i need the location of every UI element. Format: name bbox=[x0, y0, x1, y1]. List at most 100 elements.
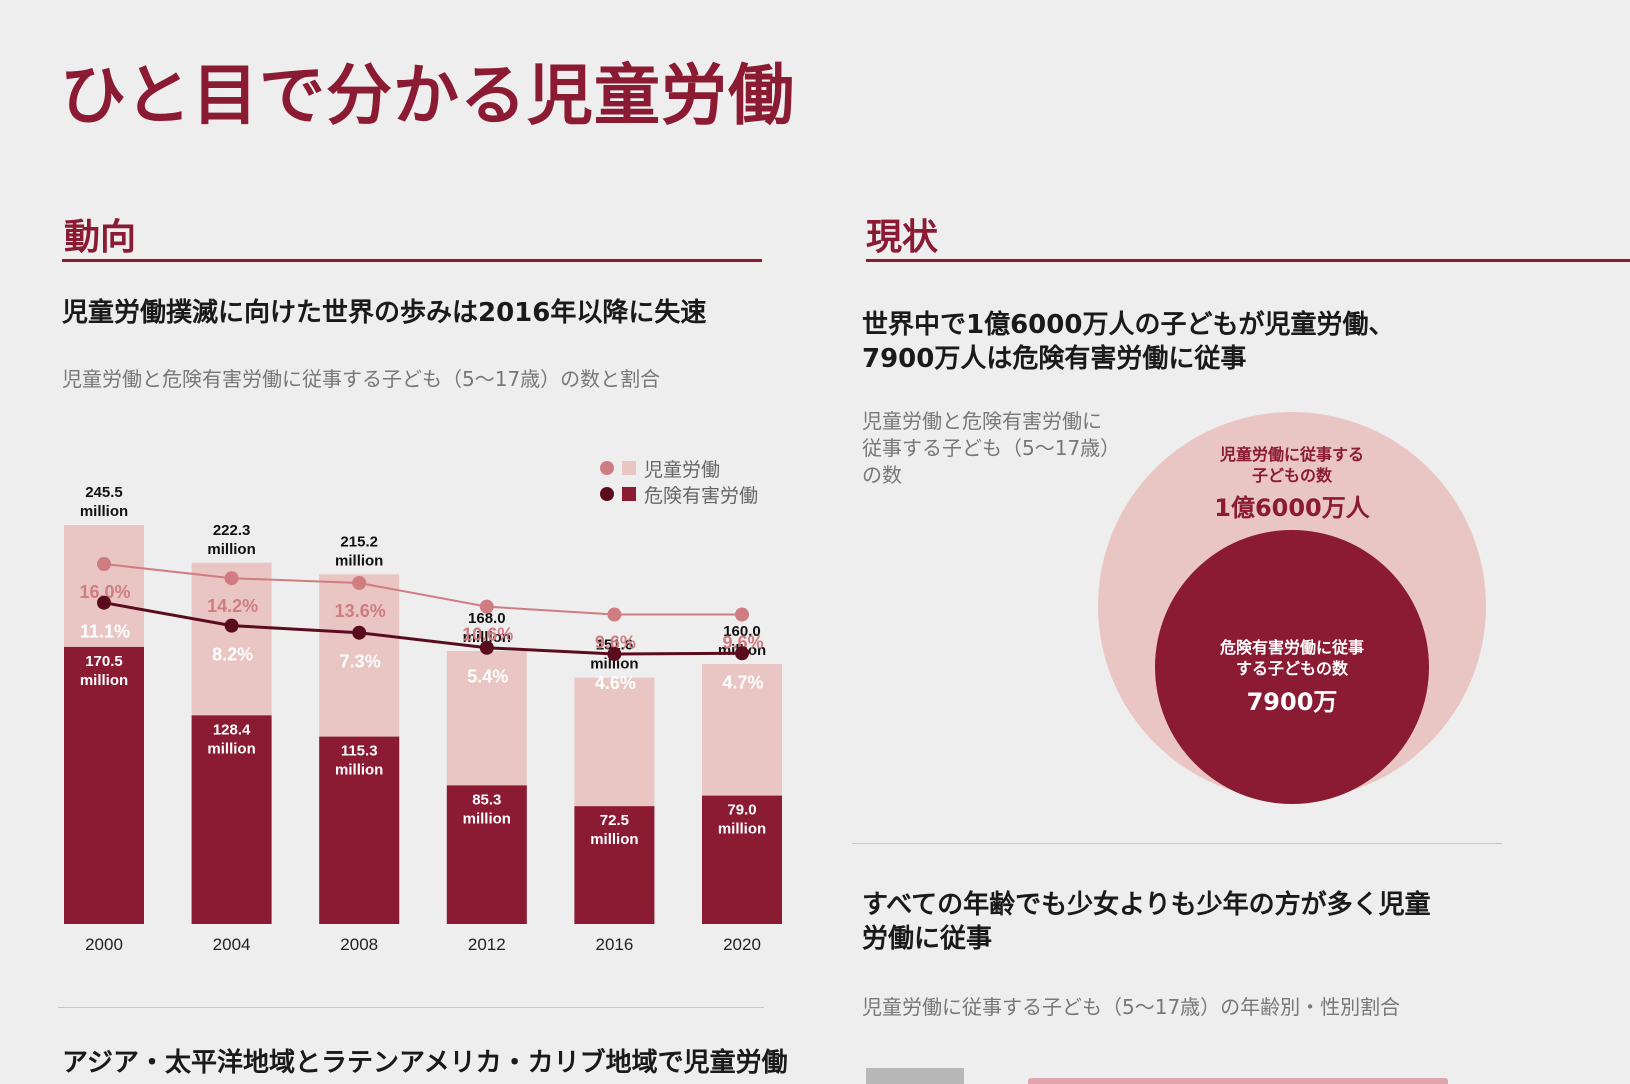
stacked-bar-chart: 245.5 million 170.5 million 2000 222.3 million… bbox=[60, 440, 800, 964]
hazardous-value-label-2012-line1: 85.3 bbox=[472, 791, 501, 808]
chart-svg: 245.5 million 170.5 million 2000 222.3 million… bbox=[64, 484, 782, 954]
gender-headline-line1: すべての年齢でも少女よりも少年の方が多く児童 bbox=[862, 890, 1431, 920]
bar-hazardous-2004 bbox=[191, 715, 272, 924]
bar-hazardous-2012 bbox=[446, 785, 527, 924]
x-tick-label-2012: 2012 bbox=[468, 935, 506, 954]
total-value-label-2004-line1: 222.3 bbox=[213, 522, 251, 539]
total-value-label-2000-line1: 245.5 bbox=[85, 484, 123, 501]
chart-legend: 児童労働 危険有害労働 bbox=[600, 455, 758, 507]
legend-label: 危険有害労働 bbox=[644, 484, 759, 507]
section-divider-left bbox=[58, 1007, 764, 1008]
bar-hazardous-2008 bbox=[319, 736, 400, 924]
child-labour-point-2020 bbox=[735, 607, 749, 622]
hazardous-percent-label-2016: 4.6% bbox=[595, 673, 636, 693]
inner-label-line1: 危険有害労働に従事 bbox=[1219, 638, 1364, 657]
hazardous-point-2012 bbox=[479, 640, 494, 655]
hazardous-value-label-2008-line1: 115.3 bbox=[341, 743, 378, 760]
section-heading-status: 現状 bbox=[866, 217, 939, 258]
hazardous-value-label-2016-line2: million bbox=[590, 831, 638, 848]
hazardous-point-2004 bbox=[224, 618, 239, 633]
region-headline: アジア・太平洋地域とラテンアメリカ・カリブ地域で児童労働 bbox=[62, 1048, 788, 1078]
hazardous-percent-label-2004: 8.2% bbox=[212, 645, 253, 665]
total-value-label-2020-line1: 160.0 bbox=[723, 623, 761, 640]
hazardous-percent-line bbox=[103, 601, 743, 656]
hazardous-value-label-2020-line1: 79.0 bbox=[727, 802, 756, 819]
hazardous-point-2008 bbox=[352, 625, 367, 640]
child-labour-percent-label-2016: 9.6% bbox=[595, 633, 636, 653]
x-tick-label-2020: 2020 bbox=[723, 935, 761, 954]
bar-hazardous-2020 bbox=[702, 795, 782, 924]
bar-hazardous-2016 bbox=[574, 806, 655, 924]
total-value-label-2004-line2: million bbox=[207, 541, 255, 558]
child-labour-percent-label-2020: 9.6% bbox=[722, 633, 763, 653]
hazardous-percent-label-2020: 4.7% bbox=[722, 672, 763, 692]
hazardous-value-label-2008-line2: million bbox=[335, 762, 383, 779]
legend-item-hazardous: 危険有害労働 bbox=[600, 481, 758, 507]
hazardous-work-circle bbox=[1155, 530, 1429, 804]
legend-dot-icon bbox=[600, 487, 614, 501]
gender-chart-bar-stub bbox=[1028, 1078, 1448, 1084]
trend-caption: 児童労働と危険有害労働に従事する子ども（5〜17歳）の数と割合 bbox=[62, 367, 661, 391]
x-tick-label-2008: 2008 bbox=[340, 935, 378, 954]
legend-square-icon bbox=[622, 461, 636, 475]
total-value-label-2000-line2: million bbox=[80, 503, 128, 520]
x-tick-label-2000: 2000 bbox=[85, 935, 123, 954]
outer-circle-value: 1億6000万人 bbox=[1214, 494, 1370, 522]
section-rule-left bbox=[62, 259, 762, 262]
hazardous-value-label-2004-line1: 128.4 bbox=[213, 721, 251, 738]
total-value-label-2012-line1: 168.0 bbox=[468, 610, 506, 627]
status-headline-line1: 世界中で1億6000万人の子どもが児童労働、 bbox=[862, 310, 1395, 340]
hazardous-point-2020 bbox=[735, 646, 749, 661]
status-caption-line2: 従事する子ども（5〜17歳） bbox=[862, 436, 1121, 460]
total-value-label-2016-line2: million bbox=[590, 656, 638, 673]
child-labour-point-2000 bbox=[97, 557, 111, 571]
hazardous-value-label-2012-line2: million bbox=[463, 810, 511, 827]
legend-dot-icon bbox=[600, 461, 614, 475]
status-caption-line3: の数 bbox=[862, 463, 902, 487]
hazardous-value-label-2000-line1: 170.5 bbox=[85, 653, 123, 670]
status-caption-line1: 児童労働と危険有害労働に bbox=[862, 409, 1102, 433]
total-value-label-2008-line1: 215.2 bbox=[340, 533, 378, 550]
legend-square-icon bbox=[622, 487, 636, 501]
child-labour-percent-line bbox=[103, 563, 742, 616]
x-tick-label-2016: 2016 bbox=[595, 935, 633, 954]
hazardous-value-label-2020-line2: million bbox=[718, 821, 766, 838]
section-rule-right bbox=[866, 259, 1630, 262]
total-value-label-2016-line1: 151.6 bbox=[596, 637, 634, 654]
hazardous-value-label-2016-line1: 72.5 bbox=[600, 812, 629, 829]
section-heading-trend: 動向 bbox=[64, 217, 137, 258]
child-labour-percent-label-2000: 16.0% bbox=[79, 582, 130, 602]
total-value-label-2012-line2: million bbox=[463, 629, 511, 646]
section-divider-right bbox=[852, 843, 1502, 844]
inner-circle-label: 危険有害労働に従事 する子どもの数 bbox=[1192, 637, 1392, 679]
hazardous-percent-label-2012: 5.4% bbox=[467, 667, 508, 687]
trend-headline: 児童労働撲滅に向けた世界の歩みは2016年以降に失速 bbox=[62, 298, 707, 328]
child-labour-point-2012 bbox=[479, 599, 494, 614]
hazardous-point-2016 bbox=[607, 647, 622, 662]
gender-caption: 児童労働に従事する子ども（5〜17歳）の年齢別・性別割合 bbox=[862, 995, 1401, 1019]
child-labour-percent-label-2004: 14.2% bbox=[207, 596, 258, 616]
age-chart-bar-stub bbox=[866, 1068, 964, 1084]
child-labour-point-2008 bbox=[352, 575, 367, 590]
legend-label: 児童労働 bbox=[644, 458, 721, 481]
inner-label-line2: する子どもの数 bbox=[1235, 659, 1348, 678]
outer-label-line2: 子どもの数 bbox=[1251, 466, 1332, 485]
hazardous-point-2000 bbox=[97, 595, 111, 610]
gender-headline-line2: 労働に従事 bbox=[862, 924, 993, 954]
child-labour-percent-label-2008: 13.6% bbox=[335, 601, 386, 621]
page-title: ひと目で分かる児童労働 bbox=[60, 57, 796, 134]
outer-circle-label: 児童労働に従事する 子どもの数 bbox=[1192, 444, 1392, 486]
legend-item-child-labour: 児童労働 bbox=[600, 455, 758, 481]
total-value-label-2008-line2: million bbox=[335, 552, 383, 569]
bar-hazardous-2000 bbox=[64, 646, 144, 924]
hazardous-percent-label-2000: 11.1% bbox=[80, 622, 130, 642]
status-headline-line2: 7900万人は危険有害労働に従事 bbox=[862, 344, 1247, 374]
child-labour-point-2004 bbox=[224, 571, 239, 586]
outer-label-line1: 児童労働に従事する bbox=[1219, 445, 1364, 464]
inner-circle-value: 7900万 bbox=[1246, 688, 1338, 716]
hazardous-value-label-2004-line2: million bbox=[207, 740, 255, 757]
child-labour-percent-label-2012: 10.6% bbox=[462, 625, 513, 645]
x-tick-label-2004: 2004 bbox=[213, 935, 251, 954]
hazardous-percent-label-2008: 7.3% bbox=[340, 652, 381, 672]
hazardous-value-label-2000-line2: million bbox=[80, 672, 128, 689]
